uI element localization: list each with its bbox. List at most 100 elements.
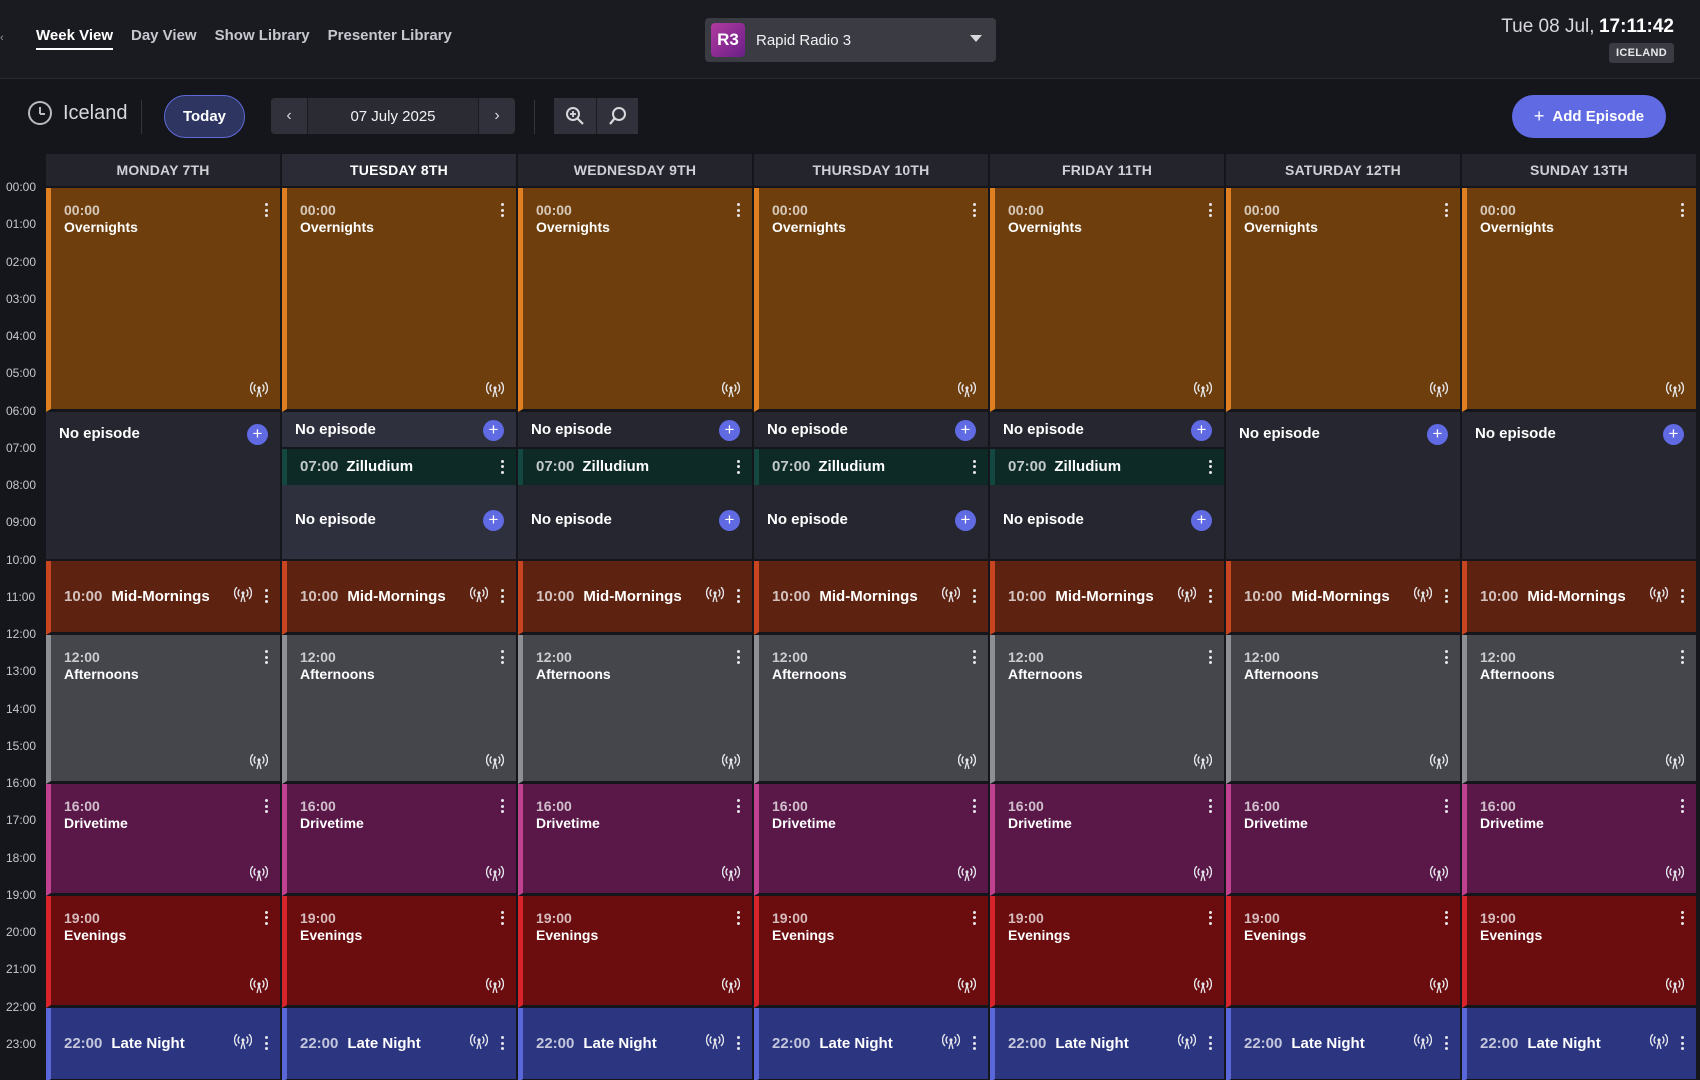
more-options-icon[interactable] <box>500 1036 504 1051</box>
show-block-mid[interactable]: 10:00 Mid-Mornings <box>754 560 988 635</box>
add-episode-plus-button[interactable]: + <box>1191 419 1212 441</box>
show-block-overnights[interactable]: 00:00 Overnights <box>1226 188 1460 412</box>
zoom-in-button[interactable] <box>554 98 596 134</box>
add-episode-plus-button[interactable]: + <box>955 419 976 441</box>
day-header[interactable]: MONDAY 7TH <box>46 154 280 188</box>
show-block-drivetime[interactable]: 16:00 Drivetime <box>990 784 1224 896</box>
station-selector[interactable]: R3 Rapid Radio 3 <box>705 18 996 62</box>
show-block-mid[interactable]: 10:00 Mid-Mornings <box>282 560 516 635</box>
show-block-mid[interactable]: 10:00 Mid-Mornings <box>1462 560 1696 635</box>
show-block-zilludium[interactable]: 07:00 Zilludium <box>282 448 516 485</box>
today-button[interactable]: Today <box>164 95 245 138</box>
more-options-icon[interactable] <box>736 459 740 474</box>
no-episode-block[interactable]: No episode + <box>1226 411 1460 561</box>
more-options-icon[interactable] <box>1208 589 1212 604</box>
show-block-afternoons[interactable]: 12:00 Afternoons <box>1226 635 1460 784</box>
nav-show-library[interactable]: Show Library <box>214 27 310 44</box>
more-options-icon[interactable] <box>736 650 740 664</box>
prev-week-button[interactable]: ‹ <box>271 98 307 134</box>
show-block-overnights[interactable]: 00:00 Overnights <box>754 188 988 412</box>
more-options-icon[interactable] <box>264 799 268 813</box>
more-options-icon[interactable] <box>972 1036 976 1051</box>
add-episode-plus-button[interactable]: + <box>483 419 504 441</box>
no-episode-block[interactable]: No episode + <box>46 411 280 561</box>
show-block-zilludium[interactable]: 07:00 Zilludium <box>754 448 988 485</box>
more-options-icon[interactable] <box>1444 589 1448 604</box>
add-episode-plus-button[interactable]: + <box>1663 423 1684 445</box>
nav-day-view[interactable]: Day View <box>131 27 197 44</box>
show-block-overnights[interactable]: 00:00 Overnights <box>518 188 752 412</box>
show-block-late[interactable]: 22:00 Late Night <box>990 1007 1224 1080</box>
more-options-icon[interactable] <box>1680 589 1684 604</box>
more-options-icon[interactable] <box>972 203 976 217</box>
day-header[interactable]: SUNDAY 13TH <box>1462 154 1696 188</box>
add-episode-plus-button[interactable]: + <box>719 419 740 441</box>
no-episode-block[interactable]: No episode + <box>282 411 516 449</box>
more-options-icon[interactable] <box>1680 799 1684 813</box>
show-block-drivetime[interactable]: 16:00 Drivetime <box>1462 784 1696 896</box>
more-options-icon[interactable] <box>736 910 740 925</box>
show-block-afternoons[interactable]: 12:00 Afternoons <box>282 635 516 784</box>
show-block-late[interactable]: 22:00 Late Night <box>754 1007 988 1080</box>
show-block-drivetime[interactable]: 16:00 Drivetime <box>1226 784 1460 896</box>
show-block-drivetime[interactable]: 16:00 Drivetime <box>754 784 988 896</box>
more-options-icon[interactable] <box>264 650 268 664</box>
show-block-drivetime[interactable]: 16:00 Drivetime <box>282 784 516 896</box>
show-block-afternoons[interactable]: 12:00 Afternoons <box>1462 635 1696 784</box>
more-options-icon[interactable] <box>736 1036 740 1051</box>
add-episode-plus-button[interactable]: + <box>483 509 504 531</box>
add-episode-plus-button[interactable]: + <box>955 509 976 531</box>
show-block-evenings[interactable]: 19:00 Evenings <box>754 895 988 1008</box>
no-episode-block[interactable]: No episode + <box>1462 411 1696 561</box>
show-block-evenings[interactable]: 19:00 Evenings <box>518 895 752 1008</box>
more-options-icon[interactable] <box>264 203 268 217</box>
show-block-late[interactable]: 22:00 Late Night <box>518 1007 752 1080</box>
day-header[interactable]: WEDNESDAY 9TH <box>518 154 752 188</box>
more-options-icon[interactable] <box>736 589 740 604</box>
show-block-late[interactable]: 22:00 Late Night <box>282 1007 516 1080</box>
more-options-icon[interactable] <box>500 203 504 217</box>
more-options-icon[interactable] <box>1208 650 1212 664</box>
more-options-icon[interactable] <box>1444 910 1448 925</box>
show-block-late[interactable]: 22:00 Late Night <box>1462 1007 1696 1080</box>
show-block-zilludium[interactable]: 07:00 Zilludium <box>518 448 752 485</box>
more-options-icon[interactable] <box>1208 203 1212 217</box>
more-options-icon[interactable] <box>500 650 504 664</box>
more-options-icon[interactable] <box>500 459 504 474</box>
add-episode-button[interactable]: + Add Episode <box>1512 95 1666 138</box>
show-block-afternoons[interactable]: 12:00 Afternoons <box>46 635 280 784</box>
more-options-icon[interactable] <box>972 589 976 604</box>
day-header[interactable]: SATURDAY 12TH <box>1226 154 1460 188</box>
no-episode-block[interactable]: No episode + <box>754 484 988 561</box>
show-block-drivetime[interactable]: 16:00 Drivetime <box>518 784 752 896</box>
nav-week-view[interactable]: Week View <box>36 27 113 50</box>
show-block-afternoons[interactable]: 12:00 Afternoons <box>754 635 988 784</box>
more-options-icon[interactable] <box>1680 650 1684 664</box>
show-block-overnights[interactable]: 00:00 Overnights <box>46 188 280 412</box>
day-header[interactable]: TUESDAY 8TH <box>282 154 516 188</box>
show-block-evenings[interactable]: 19:00 Evenings <box>282 895 516 1008</box>
nav-presenter-library[interactable]: Presenter Library <box>327 27 452 44</box>
show-block-mid[interactable]: 10:00 Mid-Mornings <box>990 560 1224 635</box>
more-options-icon[interactable] <box>264 589 268 604</box>
more-options-icon[interactable] <box>736 203 740 217</box>
no-episode-block[interactable]: No episode + <box>990 484 1224 561</box>
date-picker[interactable]: 07 July 2025 <box>307 98 479 134</box>
show-block-mid[interactable]: 10:00 Mid-Mornings <box>518 560 752 635</box>
more-options-icon[interactable] <box>500 589 504 604</box>
show-block-mid[interactable]: 10:00 Mid-Mornings <box>1226 560 1460 635</box>
show-block-mid[interactable]: 10:00 Mid-Mornings <box>46 560 280 635</box>
more-options-icon[interactable] <box>1444 799 1448 813</box>
no-episode-block[interactable]: No episode + <box>518 411 752 449</box>
show-block-afternoons[interactable]: 12:00 Afternoons <box>990 635 1224 784</box>
more-options-icon[interactable] <box>1680 1036 1684 1051</box>
collapse-edge-icon[interactable]: ‹ <box>0 32 4 44</box>
more-options-icon[interactable] <box>1208 1036 1212 1051</box>
show-block-evenings[interactable]: 19:00 Evenings <box>1226 895 1460 1008</box>
add-episode-plus-button[interactable]: + <box>247 423 268 445</box>
show-block-late[interactable]: 22:00 Late Night <box>46 1007 280 1080</box>
add-episode-plus-button[interactable]: + <box>1191 509 1212 531</box>
show-block-evenings[interactable]: 19:00 Evenings <box>990 895 1224 1008</box>
show-block-zilludium[interactable]: 07:00 Zilludium <box>990 448 1224 485</box>
no-episode-block[interactable]: No episode + <box>990 411 1224 449</box>
